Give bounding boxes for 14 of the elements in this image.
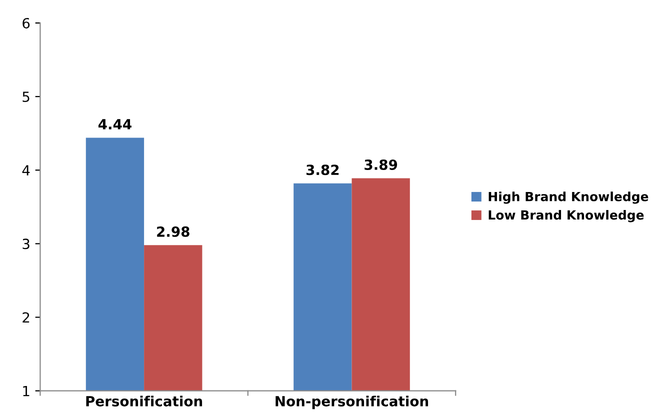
y-tick-label: 1 (23, 386, 30, 396)
data-label: 2.98 (157, 226, 190, 237)
legend-label: High Brand Knowledge (488, 192, 648, 204)
y-tick-label: 6 (22, 18, 30, 28)
data-label: 3.82 (306, 164, 339, 176)
data-label: 4.44 (98, 119, 132, 130)
data-label: 3.89 (364, 159, 398, 170)
y-tick-label: 2 (22, 312, 30, 323)
y-tick-label: 3 (22, 238, 30, 250)
x-tick-label: Non-personification (276, 396, 428, 410)
y-tick-label: 4 (22, 165, 30, 176)
y-tick-label: 5 (22, 92, 30, 102)
legend-label: Low Brand Knowledge (488, 210, 644, 222)
x-tick-label: Personification (86, 396, 202, 406)
